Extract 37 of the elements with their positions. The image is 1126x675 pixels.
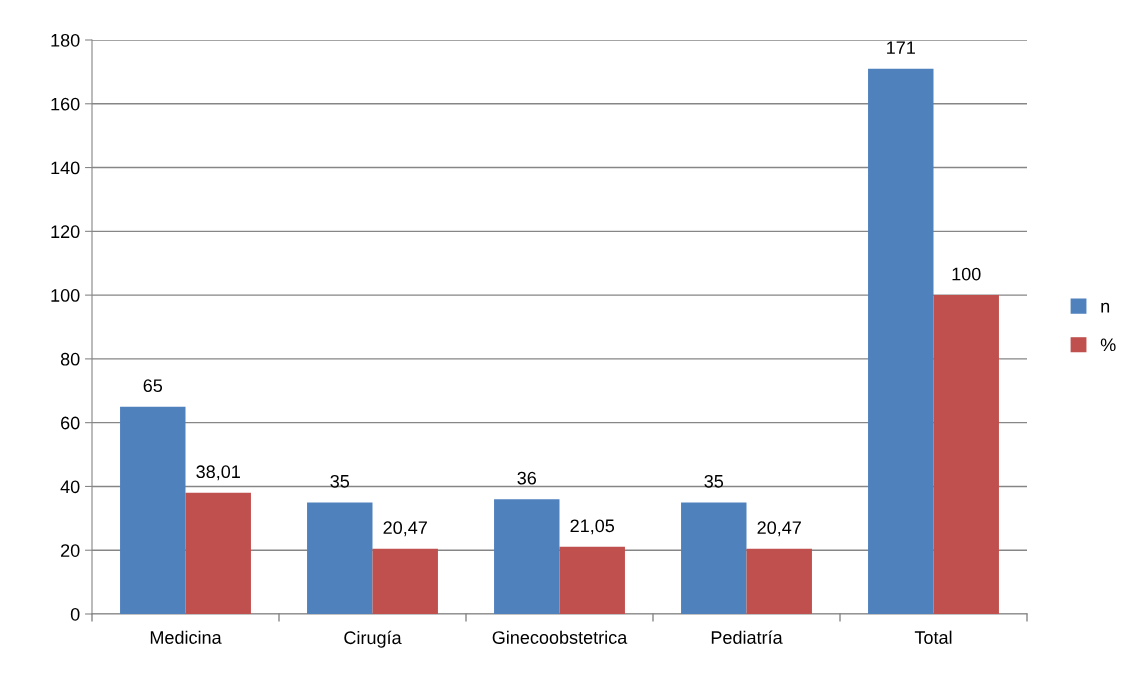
data-label: 35 bbox=[330, 474, 350, 488]
y-tick-label: 180 bbox=[51, 33, 80, 47]
data-label: 65 bbox=[143, 379, 163, 393]
data-label: 100 bbox=[952, 267, 981, 281]
bar bbox=[933, 295, 999, 614]
y-tick-label: 40 bbox=[60, 480, 80, 494]
data-label: 38,01 bbox=[196, 465, 240, 481]
data-label: 35 bbox=[704, 474, 724, 488]
data-label: 21,05 bbox=[570, 519, 615, 535]
bar bbox=[559, 546, 625, 614]
bar bbox=[746, 548, 812, 614]
bar bbox=[868, 68, 934, 614]
x-tick-label: Pediatría bbox=[711, 630, 783, 644]
data-label: 20,47 bbox=[757, 521, 801, 537]
bar bbox=[185, 492, 251, 614]
y-tick-label: 20 bbox=[61, 544, 80, 557]
bar bbox=[681, 502, 747, 614]
bar bbox=[307, 502, 373, 614]
data-label: 20,47 bbox=[383, 521, 427, 537]
y-tick-label: 140 bbox=[51, 161, 80, 175]
bar bbox=[372, 548, 438, 614]
legend-label: n bbox=[1101, 302, 1110, 313]
y-tick-label: 60 bbox=[61, 416, 80, 430]
y-tick-label: 120 bbox=[51, 225, 80, 239]
data-label: 36 bbox=[517, 471, 537, 485]
x-tick-label: Ginecoobstetrica bbox=[492, 630, 628, 644]
data-label: 171 bbox=[887, 41, 915, 54]
bar bbox=[494, 499, 560, 614]
x-tick-label: Cirugía bbox=[344, 630, 402, 648]
x-tick-label: Total bbox=[914, 630, 952, 644]
legend-label: % bbox=[1100, 338, 1116, 352]
y-tick-label: 100 bbox=[51, 289, 80, 302]
y-tick-label: 80 bbox=[60, 352, 80, 366]
y-tick-label: 160 bbox=[51, 97, 80, 111]
x-tick-label: Medicina bbox=[150, 630, 222, 644]
y-tick-label: 0 bbox=[70, 607, 80, 621]
bar bbox=[120, 406, 186, 614]
